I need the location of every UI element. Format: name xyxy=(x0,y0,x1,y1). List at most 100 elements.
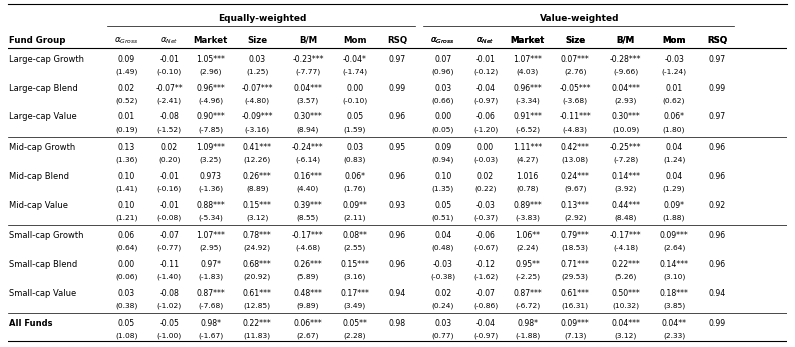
Text: (3.49): (3.49) xyxy=(343,302,366,309)
Text: (3.12): (3.12) xyxy=(615,332,637,339)
Text: -0.09***: -0.09*** xyxy=(242,112,273,121)
Text: 0.95**: 0.95** xyxy=(515,260,540,269)
Text: 0.05: 0.05 xyxy=(118,319,135,328)
Text: (0.51): (0.51) xyxy=(432,214,454,221)
Text: 0.99: 0.99 xyxy=(708,319,726,328)
Text: (-1.88): (-1.88) xyxy=(515,332,541,339)
Text: (1.24): (1.24) xyxy=(663,156,685,163)
Text: 0.13***: 0.13*** xyxy=(560,201,590,210)
Text: 0.96: 0.96 xyxy=(389,231,406,240)
Text: Market: Market xyxy=(193,36,227,45)
Text: -0.07***: -0.07*** xyxy=(242,84,273,93)
Text: 0.95: 0.95 xyxy=(389,143,406,152)
Text: (-3.34): (-3.34) xyxy=(515,97,540,104)
Text: (-1.00): (-1.00) xyxy=(157,332,182,339)
Text: 0.98*: 0.98* xyxy=(517,319,538,328)
Text: (-0.38): (-0.38) xyxy=(430,273,456,280)
Text: (-1.20): (-1.20) xyxy=(473,126,498,133)
Text: 0.22***: 0.22*** xyxy=(243,319,272,328)
Text: RSQ: RSQ xyxy=(707,36,727,45)
Text: 0.03: 0.03 xyxy=(434,84,452,93)
Text: 0.97: 0.97 xyxy=(389,55,406,64)
Text: (2.33): (2.33) xyxy=(663,332,685,339)
Text: $\alpha_{Gross}$: $\alpha_{Gross}$ xyxy=(430,36,455,46)
Text: 0.17***: 0.17*** xyxy=(340,289,369,298)
Text: (13.08): (13.08) xyxy=(561,156,588,163)
Text: B/M: B/M xyxy=(617,36,635,45)
Text: 0.89***: 0.89*** xyxy=(514,201,542,210)
Text: 0.18***: 0.18*** xyxy=(660,289,688,298)
Text: -0.05: -0.05 xyxy=(159,319,179,328)
Text: -0.01: -0.01 xyxy=(159,55,179,64)
Text: Market: Market xyxy=(510,36,545,45)
Text: B/M: B/M xyxy=(299,36,317,45)
Text: -0.11: -0.11 xyxy=(159,260,180,269)
Text: (0.20): (0.20) xyxy=(158,156,180,163)
Text: -0.04: -0.04 xyxy=(475,319,495,328)
Text: 0.97: 0.97 xyxy=(708,55,726,64)
Text: 0.96: 0.96 xyxy=(708,143,726,152)
Text: (-7.68): (-7.68) xyxy=(198,302,223,309)
Text: (-2.25): (-2.25) xyxy=(515,273,540,280)
Text: (1.49): (1.49) xyxy=(115,68,138,75)
Text: (-1.67): (-1.67) xyxy=(198,332,223,339)
Text: (5.26): (5.26) xyxy=(615,273,637,280)
Text: (4.40): (4.40) xyxy=(297,185,319,192)
Text: 0.05: 0.05 xyxy=(434,201,452,210)
Text: 0.96***: 0.96*** xyxy=(514,84,542,93)
Text: 0.42***: 0.42*** xyxy=(560,143,590,152)
Text: 0.02: 0.02 xyxy=(161,143,178,152)
Text: (4.03): (4.03) xyxy=(517,68,539,75)
Text: (1.36): (1.36) xyxy=(115,156,138,163)
Text: (-6.14): (-6.14) xyxy=(295,156,320,163)
Text: (-0.08): (-0.08) xyxy=(157,214,182,221)
Text: 0.06: 0.06 xyxy=(118,231,135,240)
Text: $\alpha_{Net}$: $\alpha_{Net}$ xyxy=(476,36,494,46)
Text: 0.61***: 0.61*** xyxy=(560,289,590,298)
Text: 0.97*: 0.97* xyxy=(200,260,221,269)
Text: Size: Size xyxy=(565,36,585,45)
Text: 0.04: 0.04 xyxy=(665,172,683,181)
Text: Small-cap Blend: Small-cap Blend xyxy=(9,260,77,269)
Text: (3.10): (3.10) xyxy=(663,273,685,280)
Text: 1.09***: 1.09*** xyxy=(196,143,225,152)
Text: (0.52): (0.52) xyxy=(115,97,138,104)
Text: 0.96: 0.96 xyxy=(389,112,406,121)
Text: (0.83): (0.83) xyxy=(343,156,366,163)
Text: 0.87***: 0.87*** xyxy=(514,289,542,298)
Text: Mom: Mom xyxy=(662,36,686,45)
Text: $\alpha_{Net}$: $\alpha_{Net}$ xyxy=(476,36,494,46)
Text: 0.01: 0.01 xyxy=(118,112,135,121)
Text: 0.16***: 0.16*** xyxy=(293,172,322,181)
Text: -0.03: -0.03 xyxy=(664,55,684,64)
Text: 0.00: 0.00 xyxy=(346,84,363,93)
Text: (11.83): (11.83) xyxy=(244,332,271,339)
Text: (-0.67): (-0.67) xyxy=(473,244,498,251)
Text: (2.11): (2.11) xyxy=(343,214,366,221)
Text: RSQ: RSQ xyxy=(707,36,727,45)
Text: -0.06: -0.06 xyxy=(475,112,495,121)
Text: (-7.85): (-7.85) xyxy=(198,126,223,133)
Text: -0.23***: -0.23*** xyxy=(292,55,324,64)
Text: (0.96): (0.96) xyxy=(432,68,454,75)
Text: (2.24): (2.24) xyxy=(517,244,539,251)
Text: Mid-cap Value: Mid-cap Value xyxy=(9,201,68,210)
Text: 1.016: 1.016 xyxy=(517,172,539,181)
Text: $\alpha_{Gross}$: $\alpha_{Gross}$ xyxy=(114,36,138,46)
Text: 0.88***: 0.88*** xyxy=(196,201,225,210)
Text: 0.973: 0.973 xyxy=(200,172,222,181)
Text: -0.06: -0.06 xyxy=(475,231,495,240)
Text: (0.38): (0.38) xyxy=(115,302,138,309)
Text: 0.79***: 0.79*** xyxy=(560,231,590,240)
Text: (10.09): (10.09) xyxy=(612,126,639,133)
Text: Size: Size xyxy=(565,36,585,45)
Text: 0.30***: 0.30*** xyxy=(611,112,640,121)
Text: 0.05: 0.05 xyxy=(346,112,363,121)
Text: (1.59): (1.59) xyxy=(343,126,366,133)
Text: (0.66): (0.66) xyxy=(432,97,454,104)
Text: (0.48): (0.48) xyxy=(432,244,454,251)
Text: (3.12): (3.12) xyxy=(246,214,269,221)
Text: (1.29): (1.29) xyxy=(663,185,685,192)
Text: 0.00: 0.00 xyxy=(477,143,494,152)
Text: (-6.52): (-6.52) xyxy=(515,126,540,133)
